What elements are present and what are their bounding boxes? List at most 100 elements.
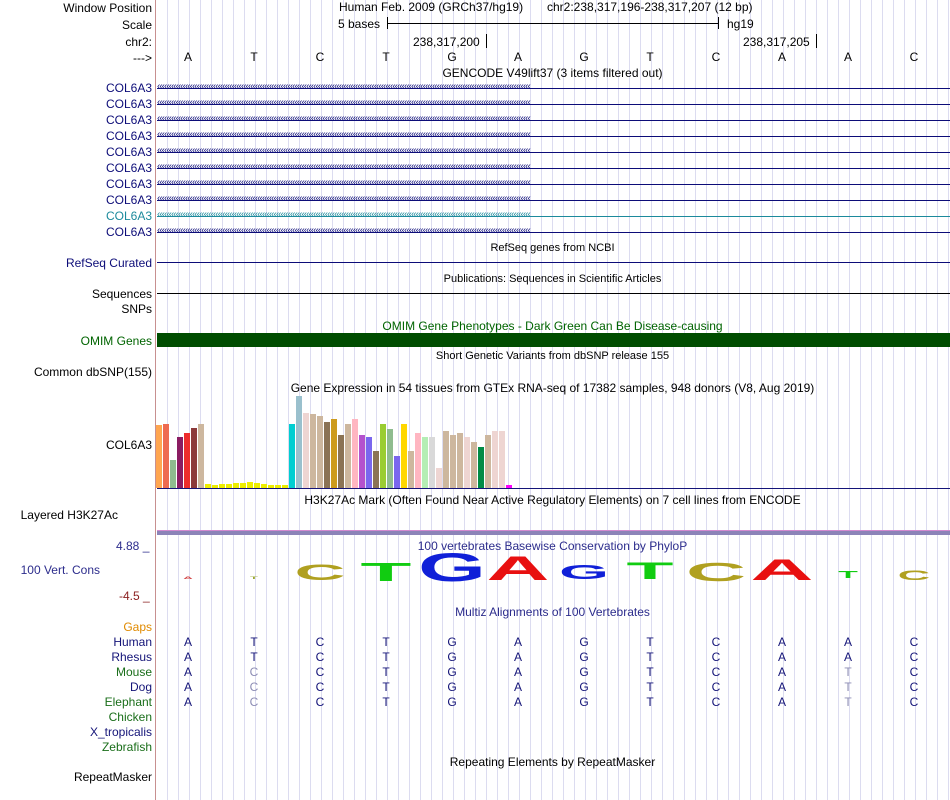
gtex-tissue-bar[interactable]: [219, 484, 225, 488]
gencode-transcript[interactable]: ‹‹‹‹‹‹‹‹‹‹‹‹‹‹‹‹‹‹‹‹‹‹‹‹‹‹‹‹‹‹‹‹‹‹‹‹‹‹‹‹…: [157, 212, 950, 220]
gencode-item-label[interactable]: COL6A3: [105, 81, 152, 95]
gtex-tissue-bar[interactable]: [352, 419, 358, 488]
omim-label[interactable]: OMIM Genes: [80, 334, 152, 348]
conservation-base[interactable]: C: [294, 559, 346, 585]
gtex-tissue-bar[interactable]: [296, 396, 302, 488]
gtex-tissue-bar[interactable]: [317, 416, 323, 488]
gencode-transcript[interactable]: ‹‹‹‹‹‹‹‹‹‹‹‹‹‹‹‹‹‹‹‹‹‹‹‹‹‹‹‹‹‹‹‹‹‹‹‹‹‹‹‹…: [157, 228, 950, 236]
omim-gene-bar[interactable]: [157, 333, 950, 347]
gtex-tissue-bar[interactable]: [254, 483, 260, 488]
gtex-tissue-bar[interactable]: [429, 437, 435, 488]
species-label[interactable]: Dog: [129, 680, 152, 694]
omim-title[interactable]: OMIM Gene Phenotypes - Dark Green Can Be…: [382, 319, 723, 333]
conservation-base[interactable]: C: [897, 567, 931, 584]
gtex-tissue-bar[interactable]: [275, 485, 281, 488]
phylop-title[interactable]: 100 vertebrates Basewise Conservation by…: [417, 539, 688, 553]
repeatmasker-label[interactable]: RepeatMasker: [73, 770, 152, 784]
gtex-tissue-bar[interactable]: [240, 483, 246, 488]
conservation-base[interactable]: T: [360, 556, 412, 587]
conservation-base[interactable]: C: [685, 556, 747, 587]
position-range[interactable]: chr2:238,317,196-238,317,207 (12 bp): [547, 0, 753, 14]
gencode-transcript[interactable]: ‹‹‹‹‹‹‹‹‹‹‹‹‹‹‹‹‹‹‹‹‹‹‹‹‹‹‹‹‹‹‹‹‹‹‹‹‹‹‹‹…: [157, 180, 950, 188]
gtex-gene-label[interactable]: COL6A3: [105, 438, 152, 452]
gtex-tissue-bar[interactable]: [282, 485, 288, 488]
gtex-tissue-bar[interactable]: [226, 484, 232, 488]
conservation-base[interactable]: A: [486, 550, 550, 589]
sequences-line[interactable]: [157, 293, 950, 294]
gtex-tissue-bar[interactable]: [177, 437, 183, 488]
conservation-base[interactable]: T: [838, 570, 858, 582]
gencode-title[interactable]: GENCODE V49lift37 (3 items filtered out): [442, 66, 663, 80]
gtex-tissue-bar[interactable]: [478, 446, 484, 488]
gencode-item-label[interactable]: COL6A3: [105, 193, 152, 207]
gtex-tissue-bar[interactable]: [156, 425, 162, 488]
gencode-item-label[interactable]: COL6A3: [105, 97, 152, 111]
gtex-tissue-bar[interactable]: [394, 455, 400, 488]
gtex-tissue-bar[interactable]: [373, 451, 379, 488]
gtex-tissue-bar[interactable]: [184, 432, 190, 488]
gtex-tissue-bar[interactable]: [163, 423, 169, 488]
gtex-tissue-bar[interactable]: [492, 430, 498, 488]
gtex-tissue-bar[interactable]: [387, 429, 393, 488]
gtex-tissue-bar[interactable]: [471, 442, 477, 488]
gtex-tissue-bar[interactable]: [233, 483, 239, 488]
gencode-transcript[interactable]: ‹‹‹‹‹‹‹‹‹‹‹‹‹‹‹‹‹‹‹‹‹‹‹‹‹‹‹‹‹‹‹‹‹‹‹‹‹‹‹‹…: [157, 132, 950, 140]
gencode-transcript[interactable]: ‹‹‹‹‹‹‹‹‹‹‹‹‹‹‹‹‹‹‹‹‹‹‹‹‹‹‹‹‹‹‹‹‹‹‹‹‹‹‹‹…: [157, 196, 950, 204]
species-label[interactable]: Mouse: [115, 665, 152, 679]
conservation-base[interactable]: T: [250, 574, 258, 580]
gtex-tissue-bar[interactable]: [464, 437, 470, 488]
gencode-transcript[interactable]: ‹‹‹‹‹‹‹‹‹‹‹‹‹‹‹‹‹‹‹‹‹‹‹‹‹‹‹‹‹‹‹‹‹‹‹‹‹‹‹‹…: [157, 100, 950, 108]
species-label[interactable]: Rhesus: [111, 650, 152, 664]
gtex-tissue-bar[interactable]: [485, 434, 491, 488]
gtex-tissue-bar[interactable]: [310, 414, 316, 488]
phylop-label[interactable]: 100 Vert. Cons: [20, 563, 100, 577]
gtex-tissue-bar[interactable]: [443, 430, 449, 488]
sequences-label[interactable]: Sequences: [91, 287, 152, 301]
gtex-tissue-bar[interactable]: [380, 423, 386, 488]
gencode-item-label[interactable]: COL6A3: [105, 145, 152, 159]
gtex-tissue-bar[interactable]: [289, 423, 295, 488]
publications-title[interactable]: Publications: Sequences in Scientific Ar…: [443, 273, 662, 285]
gtex-bar-chart[interactable]: [155, 396, 530, 488]
gtex-tissue-bar[interactable]: [198, 423, 204, 488]
gtex-tissue-bar[interactable]: [205, 484, 211, 488]
dbsnp-label[interactable]: Common dbSNP(155): [33, 365, 152, 379]
gencode-item-label[interactable]: COL6A3: [105, 161, 152, 175]
gtex-tissue-bar[interactable]: [415, 432, 421, 488]
refseq-label[interactable]: RefSeq Curated: [65, 256, 152, 270]
species-label[interactable]: Elephant: [104, 695, 152, 709]
gencode-transcript[interactable]: ‹‹‹‹‹‹‹‹‹‹‹‹‹‹‹‹‹‹‹‹‹‹‹‹‹‹‹‹‹‹‹‹‹‹‹‹‹‹‹‹…: [157, 164, 950, 172]
gtex-tissue-bar[interactable]: [338, 434, 344, 488]
gtex-tissue-bar[interactable]: [268, 485, 274, 488]
conservation-base[interactable]: T: [626, 558, 674, 586]
repeatmasker-title[interactable]: Repeating Elements by RepeatMasker: [449, 755, 656, 769]
h3k27ac-signal[interactable]: [157, 531, 950, 535]
gtex-tissue-bar[interactable]: [247, 482, 253, 488]
gencode-item-label[interactable]: COL6A3: [105, 129, 152, 143]
gtex-tissue-bar[interactable]: [324, 421, 330, 488]
gtex-tissue-bar[interactable]: [170, 460, 176, 488]
gtex-tissue-bar[interactable]: [366, 437, 372, 488]
gtex-tissue-bar[interactable]: [408, 451, 414, 488]
dbsnp-title[interactable]: Short Genetic Variants from dbSNP releas…: [435, 350, 670, 362]
gtex-tissue-bar[interactable]: [457, 432, 463, 488]
gencode-transcript[interactable]: ‹‹‹‹‹‹‹‹‹‹‹‹‹‹‹‹‹‹‹‹‹‹‹‹‹‹‹‹‹‹‹‹‹‹‹‹‹‹‹‹…: [157, 84, 950, 92]
gencode-transcript[interactable]: ‹‹‹‹‹‹‹‹‹‹‹‹‹‹‹‹‹‹‹‹‹‹‹‹‹‹‹‹‹‹‹‹‹‹‹‹‹‹‹‹…: [157, 116, 950, 124]
gencode-item-label[interactable]: COL6A3: [105, 225, 152, 239]
species-label[interactable]: Human: [113, 635, 152, 649]
gtex-tissue-bar[interactable]: [359, 434, 365, 488]
refseq-title[interactable]: RefSeq genes from NCBI: [490, 242, 615, 254]
gencode-transcript[interactable]: ‹‹‹‹‹‹‹‹‹‹‹‹‹‹‹‹‹‹‹‹‹‹‹‹‹‹‹‹‹‹‹‹‹‹‹‹‹‹‹‹…: [157, 148, 950, 156]
gencode-item-label[interactable]: COL6A3: [105, 209, 152, 223]
gtex-tissue-bar[interactable]: [345, 423, 351, 488]
gencode-item-label[interactable]: COL6A3: [105, 113, 152, 127]
gtex-tissue-bar[interactable]: [331, 419, 337, 488]
h3k27ac-label[interactable]: Layered H3K27Ac: [20, 508, 118, 522]
h3k27ac-title[interactable]: H3K27Ac Mark (Often Found Near Active Re…: [304, 493, 801, 507]
gtex-tissue-bar[interactable]: [212, 485, 218, 488]
gtex-title[interactable]: Gene Expression in 54 tissues from GTEx …: [290, 381, 815, 395]
gtex-tissue-bar[interactable]: [191, 428, 197, 488]
conservation-base[interactable]: G: [418, 545, 486, 590]
gtex-tissue-bar[interactable]: [401, 423, 407, 488]
gtex-tissue-bar[interactable]: [499, 430, 505, 488]
